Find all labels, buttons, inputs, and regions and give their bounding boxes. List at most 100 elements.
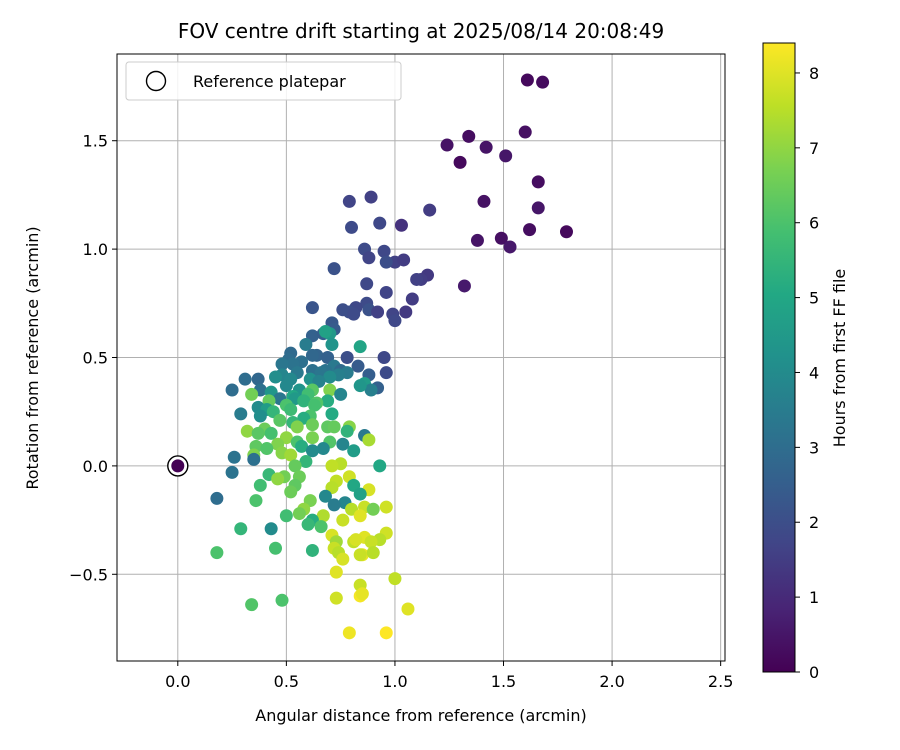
y-axis-ticks: −0.5 0.0 0.5 1.0 1.5 [69,132,117,584]
data-point [373,459,387,473]
data-point [531,175,545,189]
y-tick-label: 0.0 [83,457,108,476]
data-point [327,498,341,512]
x-tick-label: 0.5 [274,672,299,691]
data-point [325,407,339,421]
data-point [523,223,537,237]
colorbar-gradient [762,42,796,673]
data-point [284,403,298,417]
data-point [388,314,402,328]
data-point [227,450,241,464]
colorbar-tick-label: 7 [809,139,819,158]
data-point [279,379,293,393]
data-point [325,337,339,351]
reference-point [171,459,185,473]
data-point [353,548,367,562]
y-tick-label: 0.5 [83,349,108,368]
data-point [377,351,391,364]
data-point [453,155,467,169]
data-point [240,424,254,438]
data-point [323,370,337,384]
data-point [401,602,415,616]
data-point [397,253,411,267]
data-point [410,272,424,286]
data-point [238,372,252,386]
data-point [305,431,319,445]
data-point [308,398,322,412]
colorbar-tick-label: 5 [809,289,819,308]
data-point [325,459,339,473]
data-point [279,509,293,523]
data-point [349,533,363,547]
data-point [477,194,491,208]
y-tick-label: −0.5 [69,565,108,584]
data-point [355,587,369,601]
data-point [245,598,259,612]
x-tick-label: 1.5 [491,672,516,691]
data-point [353,340,367,354]
data-point [364,535,378,549]
data-point [379,366,393,380]
data-point [360,277,374,291]
colorbar-tick-label: 6 [809,214,819,233]
data-point [275,593,289,607]
legend: Reference platepar [125,61,402,101]
data-point [336,437,350,451]
x-tick-label: 1.0 [382,672,407,691]
data-point [295,439,309,453]
data-point [531,201,545,215]
data-point [225,383,239,397]
data-point [305,543,319,557]
legend-entry-reference-platepar: Reference platepar [193,72,346,91]
x-tick-label: 2.0 [599,672,624,691]
data-point [305,418,319,432]
data-point [247,452,261,466]
colorbar-tick-label: 2 [809,513,819,532]
data-point [329,591,343,605]
data-point [340,424,354,438]
data-point [288,459,302,473]
data-point [405,292,419,306]
colorbar-ticks: 0 1 2 3 4 5 6 7 8 [795,64,819,682]
data-point [423,203,437,217]
data-point [353,487,367,501]
data-point [536,75,550,89]
data-point [470,233,484,247]
data-point [457,279,471,293]
colorbar-tick-label: 0 [809,663,819,682]
x-tick-label: 2.5 [708,672,733,691]
colorbar-tick-label: 1 [809,588,819,607]
data-point [334,387,348,401]
data-point [210,491,224,505]
colorbar-tick-label: 8 [809,64,819,83]
data-points [210,73,573,640]
y-tick-label: 1.0 [83,240,108,259]
data-point [210,546,224,560]
data-point [342,194,356,208]
data-point [327,262,341,276]
data-point [269,370,283,384]
data-point [251,426,265,440]
data-point [353,509,367,523]
data-point [559,225,573,239]
data-point [364,383,378,397]
y-tick-label: 1.5 [83,132,108,151]
data-point [518,125,532,139]
data-point [351,359,365,373]
data-point [362,251,376,265]
data-point [394,218,408,232]
data-point [388,572,402,586]
data-point [253,478,267,492]
data-point [314,520,328,534]
data-point [503,240,517,254]
data-point [321,394,335,408]
data-point [271,472,285,486]
data-point [340,351,354,364]
data-point [260,442,274,456]
data-point [440,138,454,152]
data-point [336,513,350,527]
data-point [318,324,332,338]
reference-point-group [167,455,189,477]
data-point [299,337,313,351]
